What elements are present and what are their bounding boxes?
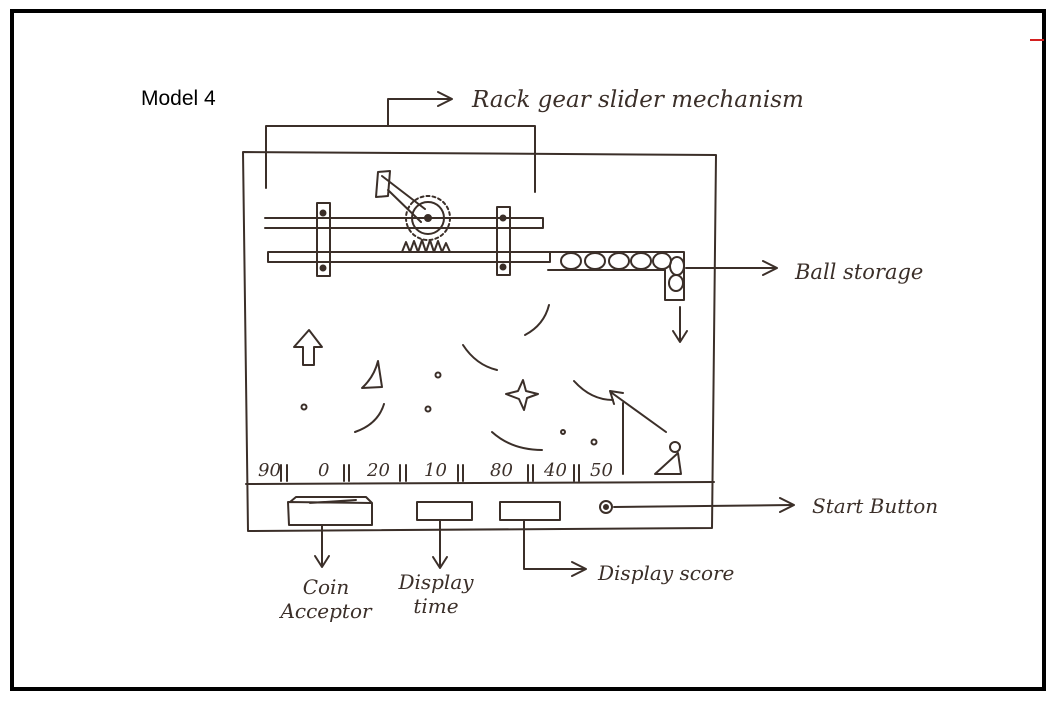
rack-teeth [401, 239, 451, 253]
curve-obstacle-2 [462, 344, 498, 371]
slot-value-5: 80 [490, 460, 513, 481]
ball-storage-label: Ball storage [795, 260, 924, 284]
start-button[interactable] [599, 500, 613, 514]
slot-value-3: 20 [367, 460, 390, 481]
upper-rail [264, 217, 544, 229]
display-time-label-line1: Display [398, 570, 474, 594]
lower-rail [267, 251, 551, 263]
display-time-leader [432, 519, 448, 569]
model-title: Model 4 [141, 87, 216, 110]
slot-value-2: 0 [318, 460, 330, 481]
coin-acceptor-label-line2: Acceptor [280, 599, 372, 623]
display-time-label: Display time [386, 570, 486, 618]
up-arrow-marker [293, 329, 323, 366]
slider-right [496, 206, 511, 276]
coin-acceptor-leader [314, 524, 330, 568]
slot-value-7: 50 [590, 460, 613, 481]
coin-acceptor-label-line1: Coin [302, 575, 350, 599]
crank-link [375, 170, 426, 223]
slot-value-1: 90 [258, 460, 281, 481]
score-slot-dividers [280, 464, 580, 482]
rack-bracket [265, 125, 536, 193]
rack-gear-label: Rack gear slider mechanism [472, 87, 804, 113]
display-time-box [416, 501, 473, 521]
gear-wheel [411, 201, 445, 235]
machine-cabinet [242, 151, 717, 532]
curve-obstacle-3 [361, 360, 383, 389]
display-score-box [499, 501, 561, 521]
rack-callout-arrow [387, 98, 451, 127]
slot-value-6: 40 [544, 460, 567, 481]
display-score-label: Display score [598, 561, 735, 585]
display-time-label-line2: time [413, 594, 459, 618]
control-panel-divider [245, 481, 715, 485]
ball-drop-arrow [672, 306, 688, 343]
curve-obstacle-4 [354, 403, 385, 433]
slider-left [316, 202, 331, 277]
curve-obstacle-1 [524, 304, 550, 336]
star-obstacle [505, 379, 539, 411]
display-score-leader [523, 519, 587, 577]
launch-path-arrow [609, 390, 667, 433]
start-button-label: Start Button [812, 494, 939, 518]
curve-obstacle-5 [491, 431, 543, 451]
coin-acceptor-label: Coin Acceptor [276, 575, 376, 623]
ball-storage-tube [547, 251, 685, 301]
curve-obstacle-6 [573, 380, 614, 401]
launcher [654, 452, 682, 475]
coin-acceptor-box [287, 496, 373, 526]
outer-border [10, 9, 1046, 691]
slot-value-4: 10 [424, 460, 447, 481]
start-button-callout [613, 504, 793, 508]
